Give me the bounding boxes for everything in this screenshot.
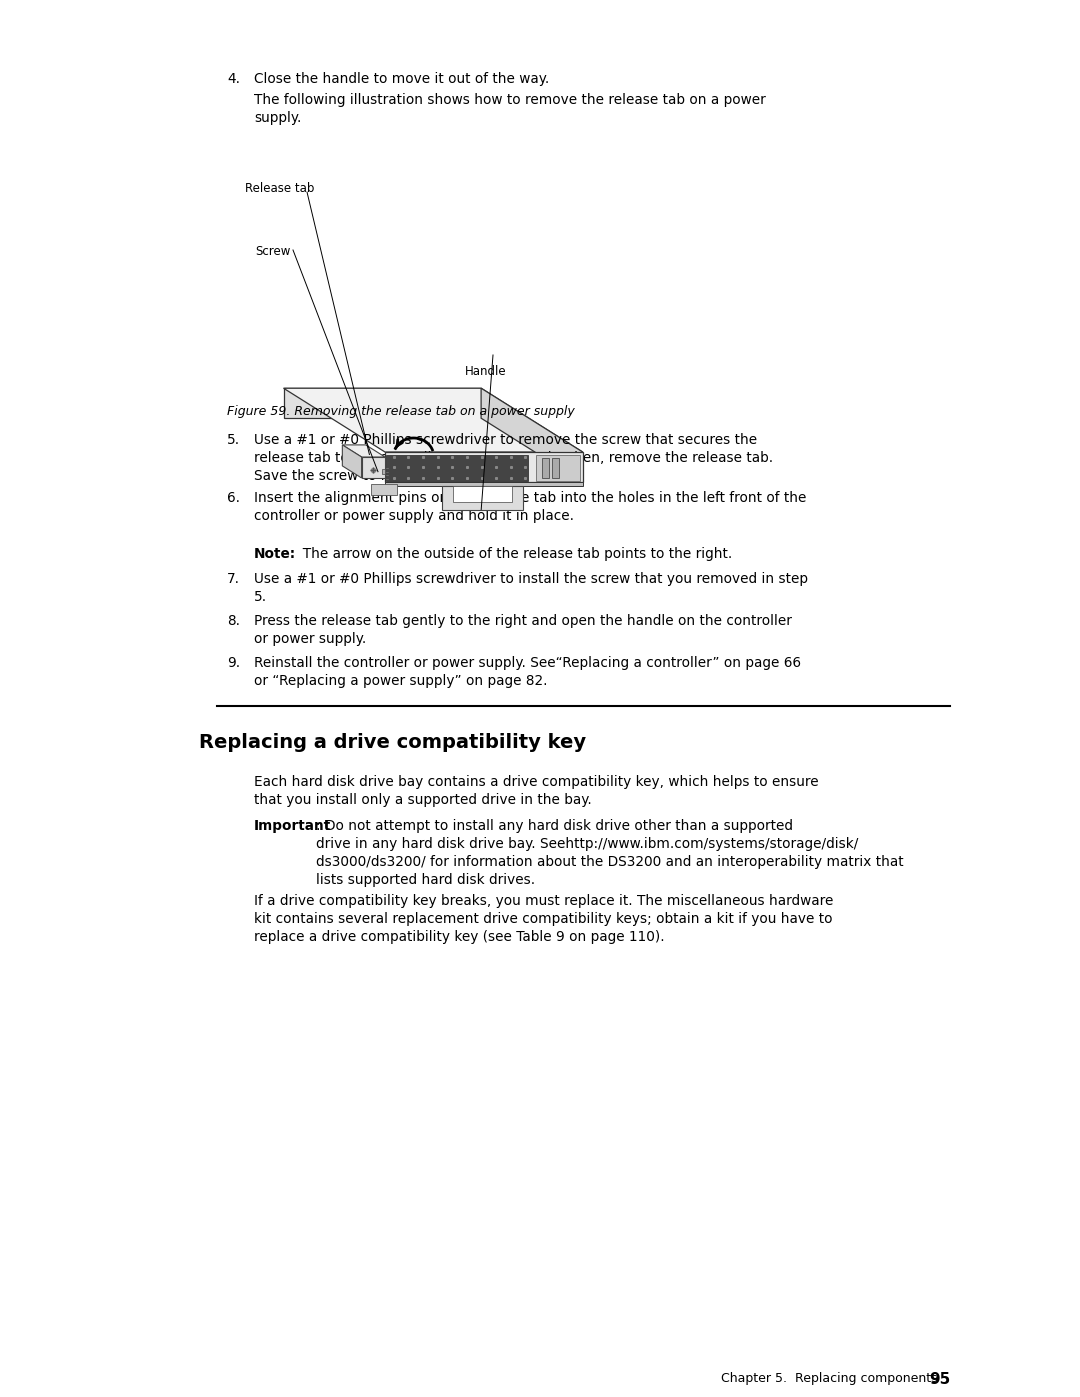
Polygon shape — [283, 388, 481, 418]
Text: 8.: 8. — [227, 615, 240, 629]
Polygon shape — [342, 444, 362, 478]
Polygon shape — [382, 469, 384, 474]
Polygon shape — [386, 454, 528, 481]
Text: Figure 59. Removing the release tab on a power supply: Figure 59. Removing the release tab on a… — [227, 405, 575, 418]
Polygon shape — [362, 457, 384, 478]
Polygon shape — [553, 458, 559, 478]
Text: The following illustration shows how to remove the release tab on a power
supply: The following illustration shows how to … — [254, 94, 766, 124]
Polygon shape — [481, 388, 582, 482]
Text: Important: Important — [254, 819, 332, 833]
Text: If a drive compatibility key breaks, you must replace it. The miscellaneous hard: If a drive compatibility key breaks, you… — [254, 894, 834, 944]
Text: Reinstall the controller or power supply. See“Replacing a controller” on page 66: Reinstall the controller or power supply… — [254, 657, 801, 687]
Text: Handle: Handle — [465, 365, 507, 379]
Polygon shape — [283, 388, 582, 453]
Text: Insert the alignment pins on the release tab into the holes in the left front of: Insert the alignment pins on the release… — [254, 490, 807, 522]
Text: Note:: Note: — [254, 548, 296, 562]
Text: Use a #1 or #0 Phillips screwdriver to remove the screw that secures the
release: Use a #1 or #0 Phillips screwdriver to r… — [254, 433, 773, 483]
Text: Press the release tab gently to the right and open the handle on the controller
: Press the release tab gently to the righ… — [254, 615, 792, 645]
Text: Chapter 5.  Replacing components: Chapter 5. Replacing components — [721, 1372, 939, 1384]
Polygon shape — [384, 453, 582, 482]
Text: Close the handle to move it out of the way.: Close the handle to move it out of the w… — [254, 73, 550, 87]
Polygon shape — [384, 482, 582, 486]
Text: 5.: 5. — [227, 433, 240, 447]
Text: The arrow on the outside of the release tab points to the right.: The arrow on the outside of the release … — [295, 548, 732, 562]
Text: Replacing a drive compatibility key: Replacing a drive compatibility key — [199, 733, 586, 752]
Text: 95: 95 — [929, 1372, 950, 1387]
Polygon shape — [342, 444, 384, 457]
Polygon shape — [442, 486, 523, 510]
Text: 4.: 4. — [227, 73, 240, 87]
Text: Use a #1 or #0 Phillips screwdriver to install the screw that you removed in ste: Use a #1 or #0 Phillips screwdriver to i… — [254, 571, 808, 604]
Polygon shape — [453, 486, 512, 502]
Text: Screw: Screw — [255, 244, 291, 258]
Text: Release tab: Release tab — [245, 182, 314, 196]
Text: Each hard disk drive bay contains a drive compatibility key, which helps to ensu: Each hard disk drive bay contains a driv… — [254, 775, 819, 807]
Text: : Do not attempt to install any hard disk drive other than a supported
drive in : : Do not attempt to install any hard dis… — [316, 819, 904, 887]
Text: 6.: 6. — [227, 490, 240, 504]
Text: 9.: 9. — [227, 657, 240, 671]
Polygon shape — [372, 483, 397, 495]
Text: 7.: 7. — [227, 571, 240, 585]
Polygon shape — [542, 458, 549, 478]
Polygon shape — [536, 454, 580, 481]
